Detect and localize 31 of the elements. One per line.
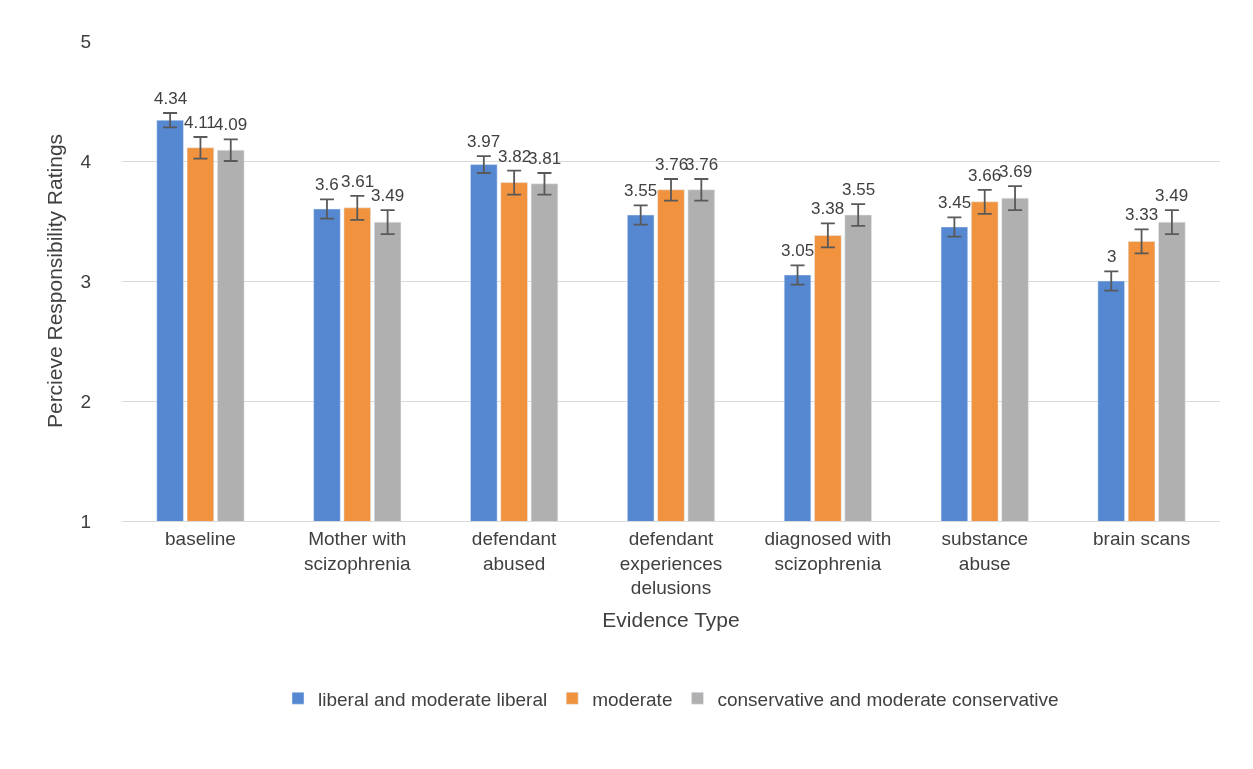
- data-label: 3.49: [371, 186, 405, 205]
- data-label: 4.34: [154, 89, 188, 108]
- data-label: 3.38: [811, 199, 845, 218]
- y-axis-title: Percieve Responsibility Ratings: [42, 133, 66, 429]
- data-label: 3.55: [624, 181, 658, 200]
- data-label: 3.49: [1155, 186, 1189, 205]
- y-tick-label: 5: [80, 30, 91, 52]
- x-tick-label: diagnosed with scizophrenia: [764, 527, 892, 574]
- data-label: 3: [1107, 247, 1117, 266]
- y-tick-label: 3: [80, 270, 91, 292]
- x-tick-label: Mother with scizophrenia: [303, 527, 412, 574]
- legend-label: moderate: [592, 688, 673, 710]
- data-label: 3.33: [1125, 205, 1159, 224]
- data-label: 3.55: [842, 180, 876, 199]
- x-tick-label: baseline: [165, 527, 236, 549]
- data-label: 3.05: [781, 241, 815, 260]
- y-tick-label: 4: [80, 150, 92, 172]
- legend-label: liberal and moderate liberal: [318, 688, 548, 710]
- x-axis-title: Evidence Type: [602, 608, 740, 632]
- y-tick-label: 1: [80, 510, 91, 532]
- legend-label: conservative and moderate conservative: [717, 688, 1059, 710]
- data-label: 3.45: [938, 193, 972, 212]
- y-tick-label: 2: [80, 390, 91, 412]
- x-tick-label: substance abuse: [941, 527, 1029, 574]
- x-tick-label: defendant experiences delusions: [619, 527, 723, 599]
- x-tick-label: brain scans: [1092, 527, 1191, 549]
- data-label: 4.11: [184, 113, 216, 132]
- data-label: 3.6: [315, 175, 339, 194]
- x-tick-label: defendant abused: [471, 527, 558, 574]
- data-label: 3.97: [467, 132, 501, 151]
- data-label: 4.09: [214, 115, 248, 134]
